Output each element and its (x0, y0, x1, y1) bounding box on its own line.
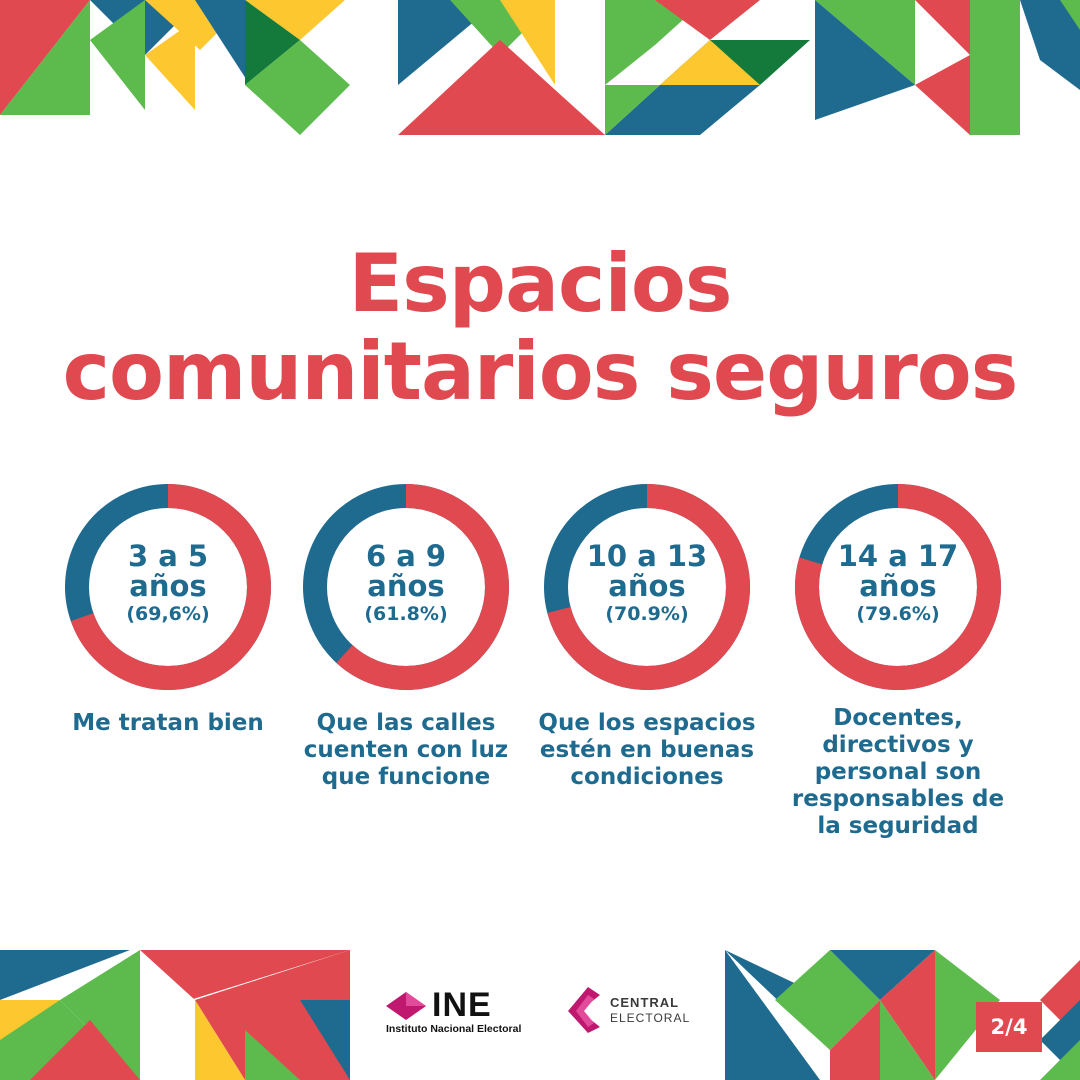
age-range: 6 a 9 (365, 539, 447, 573)
age-range: 14 a 17 (837, 539, 959, 573)
percent-label: (61.8%) (364, 603, 448, 625)
central-electoral-line-1: CENTRAL (610, 995, 680, 1010)
donut-center-label: 6 a 9 años (61.8%) (306, 541, 506, 627)
caption-line: estén en buenas (539, 737, 755, 763)
age-range: 3 a 5 (127, 539, 209, 573)
title-line-1: Espacios (348, 237, 733, 330)
percent-label: (69,6%) (126, 603, 210, 625)
donut-value-arc (795, 484, 1001, 690)
donut-caption: Me tratan bien (53, 710, 283, 737)
percent-label: (79.6%) (856, 603, 940, 625)
donut-value-arc (65, 484, 271, 690)
ine-logo: INE Instituto Nacional Electoral (386, 986, 536, 1038)
donut-2 (303, 484, 509, 690)
donut-1 (65, 484, 271, 690)
caption-line: cuenten con luz (303, 737, 509, 763)
donut-caption: Que los espacios estén en buenas condicion… (532, 710, 762, 791)
age-range: 10 a 13 (586, 539, 708, 573)
caption-line: Que las calles (316, 710, 496, 736)
caption-line: directivos y (822, 732, 974, 758)
caption-line: la seguridad (817, 813, 979, 839)
caption-line: personal son (814, 759, 982, 785)
title-line-2: comunitarios seguros (62, 325, 1019, 418)
donut-value-arc (303, 484, 509, 690)
central-electoral-icon (568, 987, 600, 1033)
age-unit: años (608, 569, 686, 603)
ine-logo-icon (386, 992, 426, 1020)
donut-3 (544, 484, 750, 690)
caption-line: condiciones (570, 764, 724, 790)
donut-4 (795, 484, 1001, 690)
page-indicator: 2/4 (976, 1002, 1042, 1052)
percent-label: (70.9%) (605, 603, 689, 625)
central-electoral-logo: CENTRAL ELECTORAL (566, 985, 696, 1035)
age-unit: años (859, 569, 937, 603)
caption-line: responsables de (791, 786, 1005, 812)
donut-center-label: 10 a 13 años (70.9%) (547, 541, 747, 627)
central-electoral-line-2: ELECTORAL (610, 1011, 691, 1025)
donut-center-label: 14 a 17 años (79.6%) (798, 541, 998, 627)
donut-caption: Que las calles cuenten con luz que funcion… (291, 710, 521, 791)
ine-wordmark: INE (432, 986, 492, 1024)
caption-line: Docentes, (833, 705, 963, 731)
age-unit: años (367, 569, 445, 603)
donut-center-label: 3 a 5 años (69,6%) (68, 541, 268, 627)
donut-caption: Docentes, directivos y personal son respons… (783, 705, 1013, 840)
caption-line: Me tratan bien (72, 710, 264, 736)
donut-value-arc (544, 484, 750, 690)
ine-subtitle: Instituto Nacional Electoral (386, 1023, 522, 1035)
caption-line: Que los espacios (538, 710, 756, 736)
caption-line: que funcione (321, 764, 491, 790)
age-unit: años (129, 569, 207, 603)
page-title: Espacios comunitarios seguros (0, 240, 1080, 416)
